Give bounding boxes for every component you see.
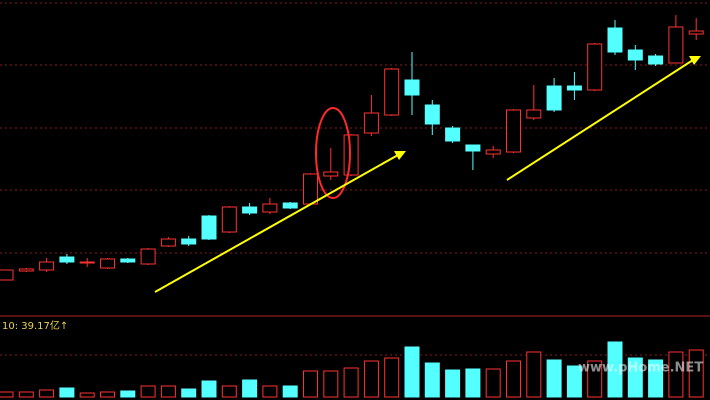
volume-bar: [384, 357, 400, 398]
volume-bar: [506, 360, 521, 398]
candle-body: [181, 238, 197, 245]
volume-bar: [668, 351, 684, 398]
candle-body: [323, 171, 339, 177]
volume-bar: [566, 365, 582, 398]
volume-bar: [100, 391, 115, 398]
volume-bar: [0, 391, 14, 398]
candle-body: [668, 26, 684, 64]
volume-bar: [59, 387, 75, 398]
trend-arrow: [506, 59, 694, 181]
candle-body: [404, 79, 420, 96]
candle-body: [59, 256, 75, 263]
candle-body: [648, 55, 664, 65]
volume-bar: [688, 349, 704, 398]
candle-body: [343, 134, 359, 176]
candle-body: [18, 268, 34, 272]
candle-body: [221, 206, 237, 233]
volume-bar: [546, 359, 562, 398]
arrow-head: [394, 151, 406, 160]
volume-bar: [160, 385, 176, 398]
highlight-ellipse: [315, 107, 351, 199]
candle-body: [607, 27, 623, 53]
candle-body: [627, 49, 643, 61]
candle-body: [120, 258, 136, 263]
volume-bar: [262, 385, 278, 398]
volume-bar: [485, 368, 501, 398]
volume-bar: [282, 385, 298, 398]
volume-bar: [607, 341, 623, 398]
candle-body: [201, 215, 217, 240]
volume-bar: [343, 367, 359, 398]
candle-body: [424, 104, 440, 125]
volume-bar: [465, 368, 481, 398]
annotations: [154, 56, 701, 293]
candle-body: [0, 269, 14, 281]
candle-body: [39, 261, 55, 271]
volume-label: 10: 39.17亿↑: [2, 319, 68, 332]
volume-bar: [140, 385, 156, 398]
candle-body: [546, 85, 562, 111]
candle-body: [485, 149, 501, 155]
candle-body: [303, 173, 318, 205]
volume-bar: [445, 369, 461, 398]
candle-body: [445, 127, 461, 142]
candle-body: [566, 85, 582, 91]
arrow-head: [689, 56, 701, 65]
candle-body: [526, 109, 542, 119]
volume-bar: [181, 388, 197, 398]
volume-bar: [424, 362, 440, 398]
candle-body: [242, 206, 258, 214]
trend-arrow: [154, 154, 399, 293]
volume-bar: [18, 391, 34, 398]
candle-body: [465, 144, 481, 152]
volume-bar: [526, 351, 542, 398]
watermark: www.pHome.NET: [578, 361, 703, 376]
candle-body: [688, 30, 704, 35]
volume-bar: [323, 370, 339, 398]
candle-body: [79, 261, 95, 264]
candle-body: [262, 203, 278, 213]
candle-body: [506, 109, 521, 153]
candle-body: [160, 238, 176, 247]
volume-bar: [79, 392, 95, 398]
volume-bar: [404, 346, 420, 398]
volume-bar: [120, 390, 136, 398]
candle-body: [384, 68, 400, 116]
volume-bar: [363, 360, 379, 398]
volume-bar: [587, 360, 603, 398]
volume-bar: [303, 370, 318, 398]
volume-bar: [221, 385, 237, 398]
volume-bar: [627, 357, 643, 398]
volume-bar: [201, 380, 217, 398]
volume-bar: [648, 359, 664, 398]
candle-body: [587, 43, 603, 91]
candles: [0, 15, 704, 398]
candle-body: [100, 258, 115, 269]
candle-body: [140, 248, 156, 265]
volume-bar: [242, 379, 258, 398]
candle-body: [363, 112, 379, 134]
candle-body: [282, 202, 298, 209]
volume-bar: [39, 389, 55, 398]
